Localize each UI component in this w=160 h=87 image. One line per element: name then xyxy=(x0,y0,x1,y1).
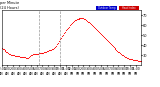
Text: Milwaukee Weather Outdoor Temperature
vs Heat Index
per Minute
(24 Hours): Milwaukee Weather Outdoor Temperature vs… xyxy=(0,0,74,10)
Bar xyxy=(96,5,117,10)
Text: Outdoor Temp: Outdoor Temp xyxy=(98,6,116,10)
Text: Heat Index: Heat Index xyxy=(122,6,136,10)
Bar xyxy=(119,5,139,10)
